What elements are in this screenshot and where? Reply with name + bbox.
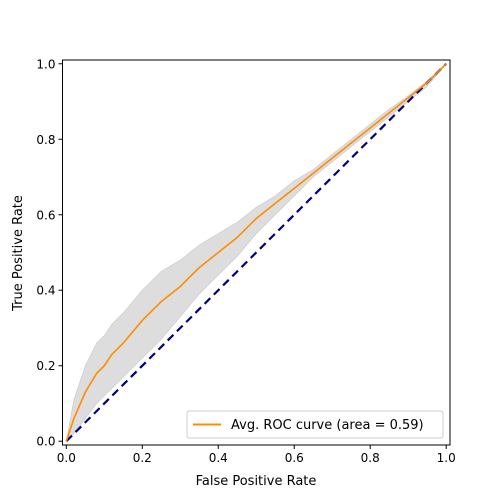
y-tick-label: 0.4 <box>36 284 55 298</box>
x-tick-label: 0.4 <box>209 451 228 465</box>
x-tick-label: 0.6 <box>285 451 304 465</box>
y-tick-label: 0.6 <box>36 208 55 222</box>
x-tick-label: 1.0 <box>437 451 456 465</box>
y-tick-label: 0.8 <box>36 133 55 147</box>
y-tick-label: 0.2 <box>36 359 55 373</box>
axes-frame <box>62 59 451 446</box>
y-axis-ticks: 0.0 0.2 0.4 0.6 0.8 1.0 <box>36 57 63 449</box>
legend: Avg. ROC curve (area = 0.59) <box>186 410 444 439</box>
avg-roc-curve-line <box>65 63 447 442</box>
legend-box <box>186 410 444 439</box>
y-axis-label: True Positive Rate <box>11 195 26 312</box>
legend-label-avg-roc: Avg. ROC curve (area = 0.59) <box>231 418 424 433</box>
plot-area <box>65 62 447 443</box>
y-tick-label: 0.0 <box>36 435 55 449</box>
x-axis-label: False Positive Rate <box>196 474 317 489</box>
y-tick-label: 1.0 <box>36 57 55 71</box>
x-tick-label: 0.8 <box>361 451 380 465</box>
x-tick-label: 0.0 <box>57 451 76 465</box>
chance-diagonal-line <box>65 62 447 443</box>
x-tick-label: 0.2 <box>133 451 152 465</box>
x-axis-ticks: 0.0 0.2 0.4 0.6 0.8 1.0 <box>57 445 456 465</box>
